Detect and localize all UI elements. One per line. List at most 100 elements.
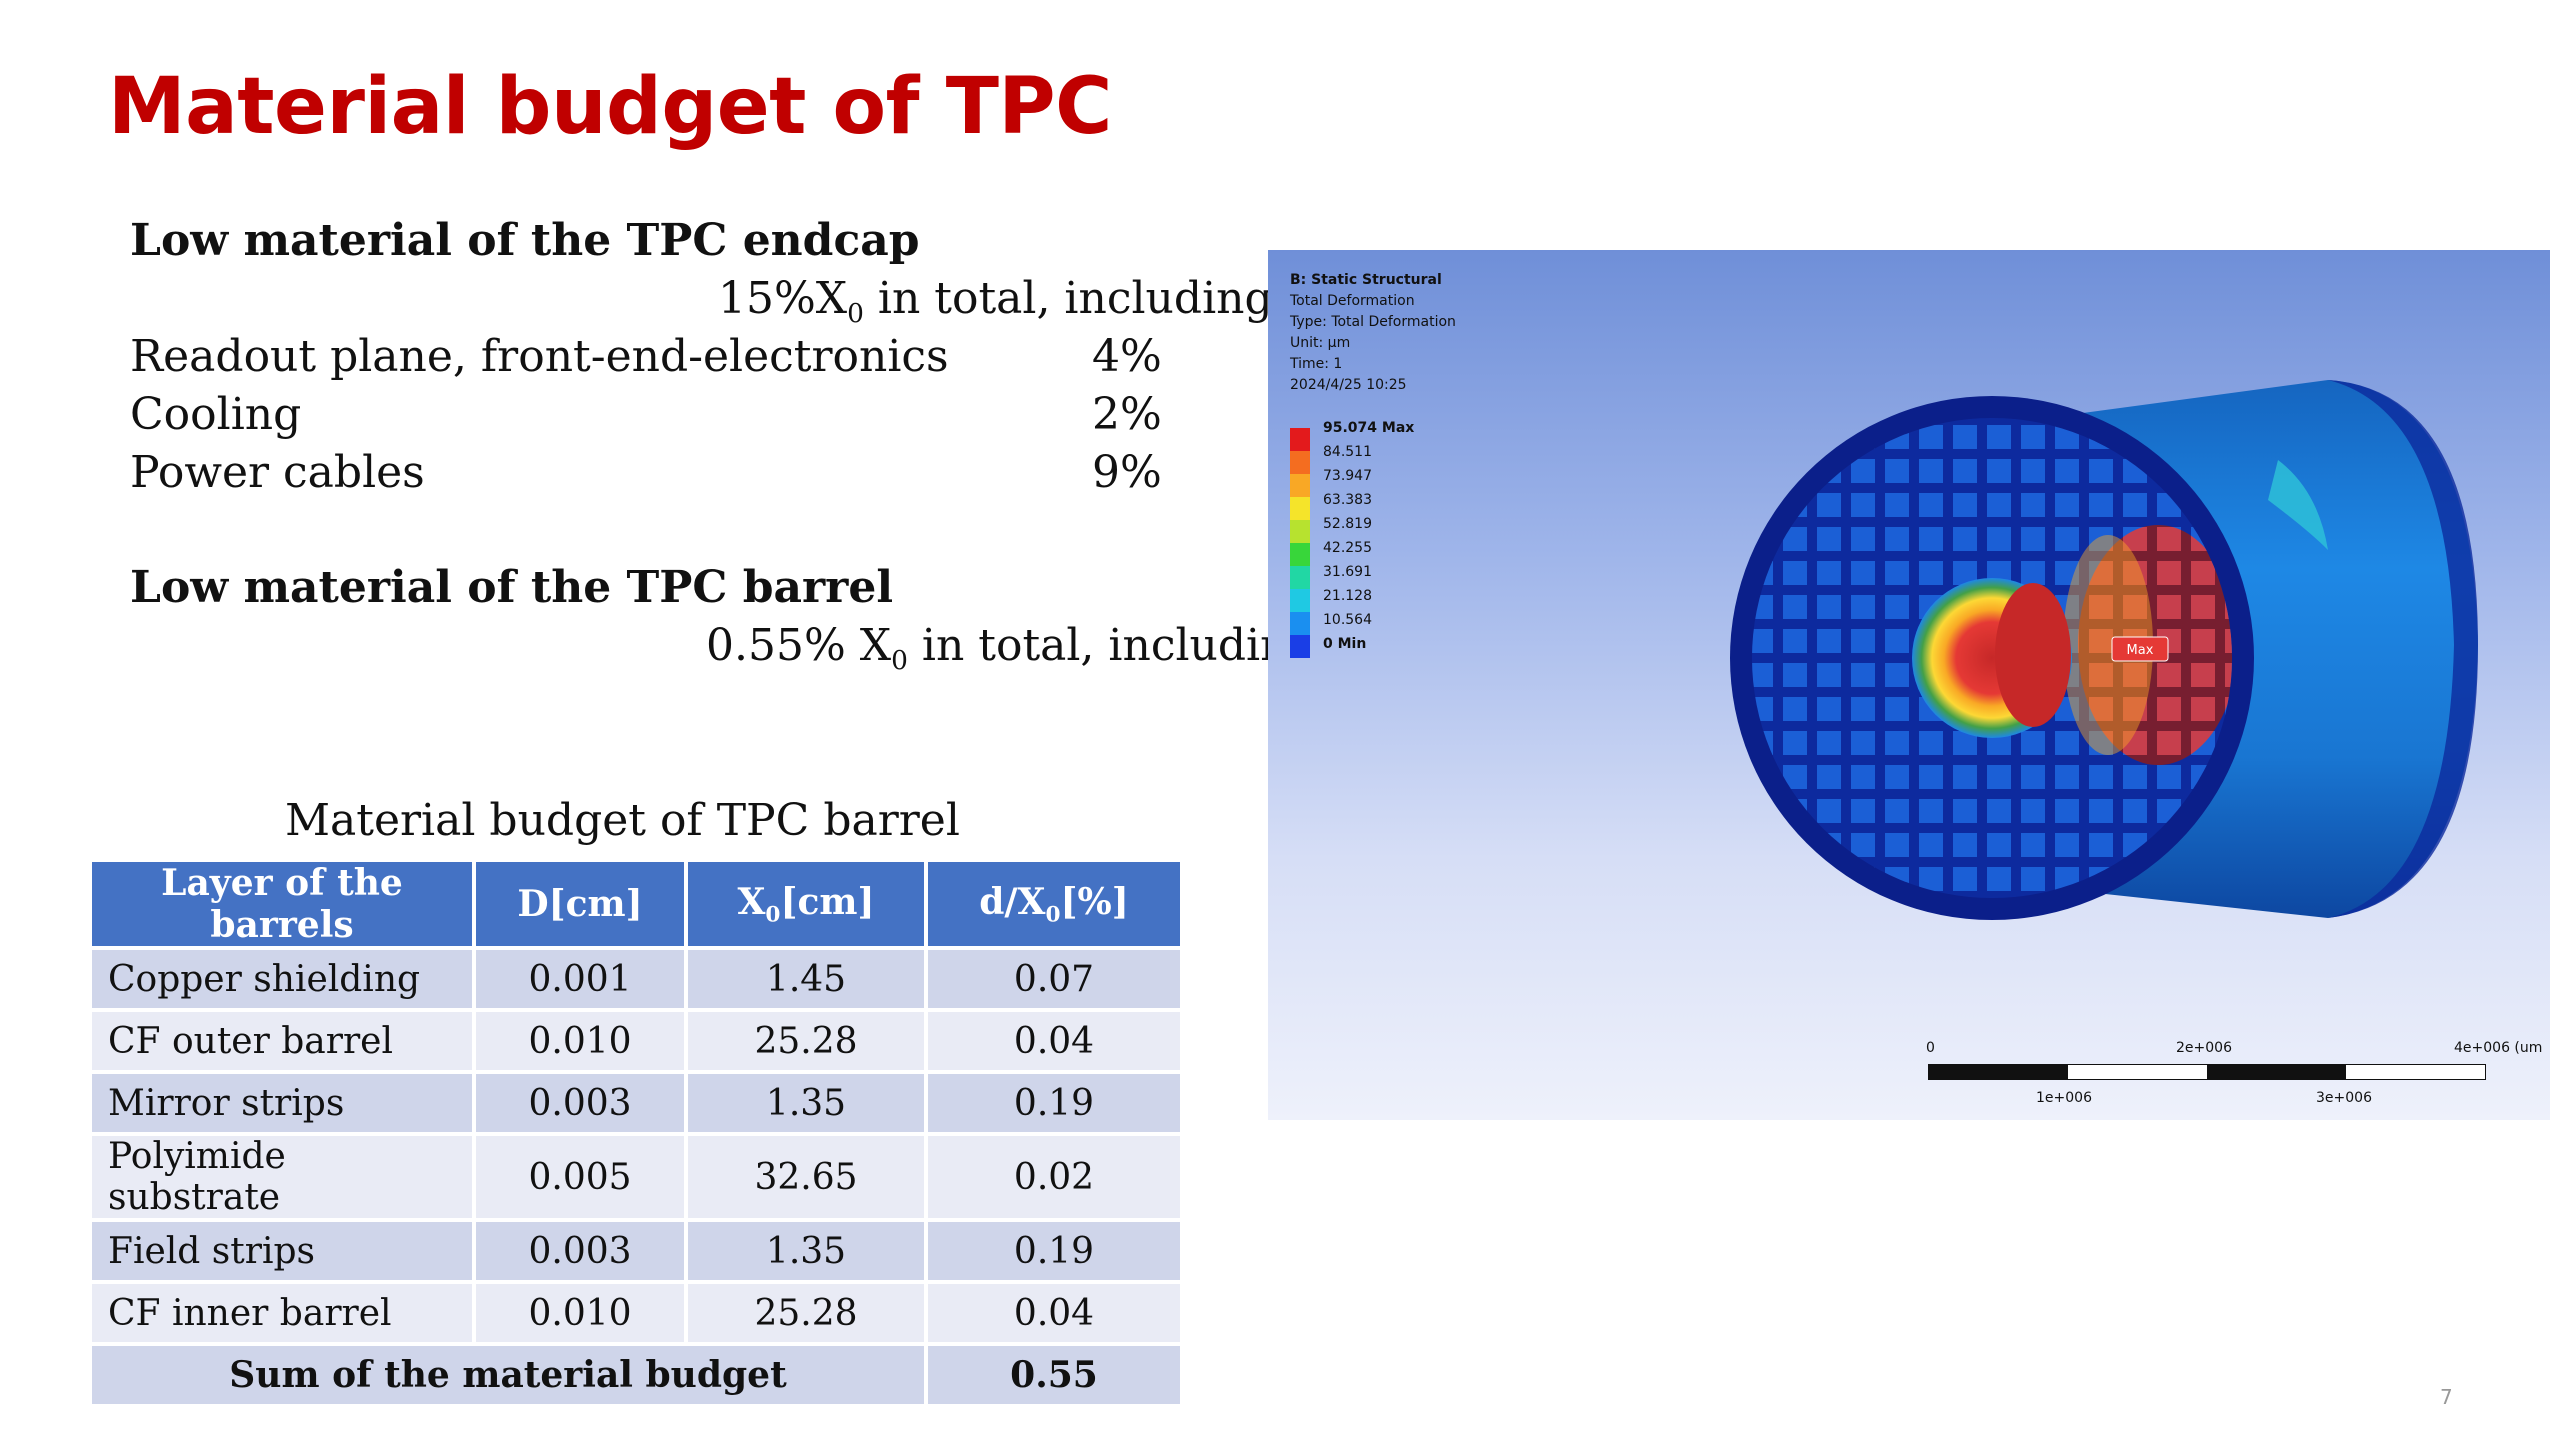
scale-bar: [1928, 1064, 2486, 1080]
endcap-total-prefix: 15%X: [718, 273, 848, 324]
endcap-heading: Low material of the TPC endcap: [130, 215, 920, 266]
hotspot-gradient: [2063, 535, 2153, 755]
max-marker: [2111, 636, 2169, 662]
endcap-item-value: 4%: [1092, 331, 1162, 382]
barrel-total: 0.55% X0 in total, including: [706, 620, 1317, 676]
sim-header-line: Time: 1: [1290, 356, 1343, 372]
header-x0-main: X: [737, 880, 766, 923]
legend-label: 95.074 Max: [1323, 420, 1415, 436]
sim-header-line: Unit: µm: [1290, 335, 1351, 351]
cell-x0: 1.35: [688, 1074, 924, 1132]
legend-label: 31.691: [1323, 564, 1372, 580]
sum-label: Sum of the material budget: [92, 1346, 924, 1404]
cell-d: 0.001: [476, 950, 684, 1008]
sum-value: 0.55: [928, 1346, 1180, 1404]
sim-header-line: 2024/4/25 10:25: [1290, 377, 1407, 393]
cell-dx0: 0.02: [928, 1136, 1180, 1218]
cell-d: 0.003: [476, 1222, 684, 1280]
cell-x0: 25.28: [688, 1012, 924, 1070]
table-row: CF outer barrel 0.010 25.28 0.04: [92, 1012, 1180, 1070]
legend-swatch: [1290, 589, 1310, 612]
legend-label: 63.383: [1323, 492, 1372, 508]
header-d: D[cm]: [476, 862, 684, 946]
legend-swatch: [1290, 543, 1310, 566]
sim-header-line: Type: Total Deformation: [1290, 314, 1456, 330]
slide-title: Material budget of TPC: [108, 62, 1112, 152]
legend-swatch: [1290, 612, 1310, 635]
legend-swatch: [1290, 474, 1310, 497]
legend-swatch: [1290, 635, 1310, 658]
cell-d: 0.003: [476, 1074, 684, 1132]
endcap-total-sub: 0: [847, 298, 864, 330]
table-row: Mirror strips 0.003 1.35 0.19: [92, 1074, 1180, 1132]
endcap-item-value: 9%: [1092, 447, 1162, 498]
sum-row: Sum of the material budget 0.55: [92, 1346, 1180, 1404]
legend-label: 42.255: [1323, 540, 1372, 556]
table-row: Field strips 0.003 1.35 0.19: [92, 1222, 1180, 1280]
max-marker-label: Max: [2127, 643, 2154, 658]
cell-layer: CF outer barrel: [92, 1012, 472, 1070]
cell-d: 0.010: [476, 1012, 684, 1070]
material-budget-table: Layer of the barrels D[cm] X0[cm] d/X0[%…: [88, 858, 1184, 1408]
cell-x0: 32.65: [688, 1136, 924, 1218]
legend-swatch: [1290, 566, 1310, 589]
cell-layer: Mirror strips: [92, 1074, 472, 1132]
legend-swatch: [1290, 428, 1310, 451]
endcap-item-label: Power cables: [130, 447, 425, 498]
tpc-model-render: Max: [1730, 380, 2478, 920]
endcap-item-value: 2%: [1092, 389, 1162, 440]
barrel-rim: [2328, 380, 2478, 918]
cell-dx0: 0.07: [928, 950, 1180, 1008]
cell-dx0: 0.19: [928, 1222, 1180, 1280]
scale-label-top: 2e+006: [2176, 1040, 2232, 1056]
legend-label: 73.947: [1323, 468, 1372, 484]
cell-x0: 25.28: [688, 1284, 924, 1342]
cell-layer: Copper shielding: [92, 950, 472, 1008]
table-caption: Material budget of TPC barrel: [285, 795, 960, 846]
legend-label: 10.564: [1323, 612, 1372, 628]
legend-label: 84.511: [1323, 444, 1372, 460]
barrel-total-prefix: 0.55% X: [706, 620, 892, 671]
legend-swatch: [1290, 451, 1310, 474]
endcap-item-label: Readout plane, front-end-electronics: [130, 331, 949, 382]
scale-label-bottom: 1e+006: [2036, 1090, 2092, 1106]
cell-dx0: 0.04: [928, 1284, 1180, 1342]
scale-segment: [1929, 1065, 2068, 1079]
cell-d: 0.005: [476, 1136, 684, 1218]
header-dx0-sub: 0: [1045, 902, 1061, 928]
barrel-heading: Low material of the TPC barrel: [130, 562, 894, 613]
barrel-total-suffix: in total, including: [907, 620, 1317, 671]
cell-d: 0.010: [476, 1284, 684, 1342]
cell-dx0: 0.19: [928, 1074, 1180, 1132]
legend-swatch: [1290, 520, 1310, 543]
table-row: Polyimide substrate 0.005 32.65 0.02: [92, 1136, 1180, 1218]
scale-label-top: 4e+006 (um: [2454, 1040, 2543, 1056]
deformation-simulation-image: B: Static Structural Total Deformation T…: [1268, 250, 2550, 1120]
legend-label: 52.819: [1323, 516, 1372, 532]
endcap-total-suffix: in total, including: [863, 273, 1273, 324]
cell-layer: Field strips: [92, 1222, 472, 1280]
table-row: CF inner barrel 0.010 25.28 0.04: [92, 1284, 1180, 1342]
scale-label-top: 0: [1926, 1040, 1935, 1056]
legend-label: 0 Min: [1323, 636, 1367, 652]
endcap-item-label: Cooling: [130, 389, 302, 440]
table-header-row: Layer of the barrels D[cm] X0[cm] d/X0[%…: [92, 862, 1180, 946]
header-x0-unit: [cm]: [780, 880, 875, 923]
simulation-header: B: Static Structural Total Deformation T…: [1290, 270, 1456, 396]
header-dx0: d/X0[%]: [928, 862, 1180, 946]
sim-header-line: Total Deformation: [1290, 293, 1415, 309]
cell-x0: 1.45: [688, 950, 924, 1008]
endcap-total: 15%X0 in total, including: [718, 273, 1273, 329]
cell-layer: CF inner barrel: [92, 1284, 472, 1342]
cell-x0: 1.35: [688, 1222, 924, 1280]
cell-dx0: 0.04: [928, 1012, 1180, 1070]
scale-label-bottom: 3e+006: [2316, 1090, 2372, 1106]
header-dx0-main: d/X: [979, 880, 1046, 923]
table-row: Copper shielding 0.001 1.45 0.07: [92, 950, 1180, 1008]
scale-segment: [2207, 1065, 2346, 1079]
header-x0-sub: 0: [765, 902, 781, 928]
legend-label: 21.128: [1323, 588, 1372, 604]
sim-header-line: B: Static Structural: [1290, 272, 1442, 288]
barrel-highlight: [2268, 460, 2328, 550]
header-x0: X0[cm]: [688, 862, 924, 946]
